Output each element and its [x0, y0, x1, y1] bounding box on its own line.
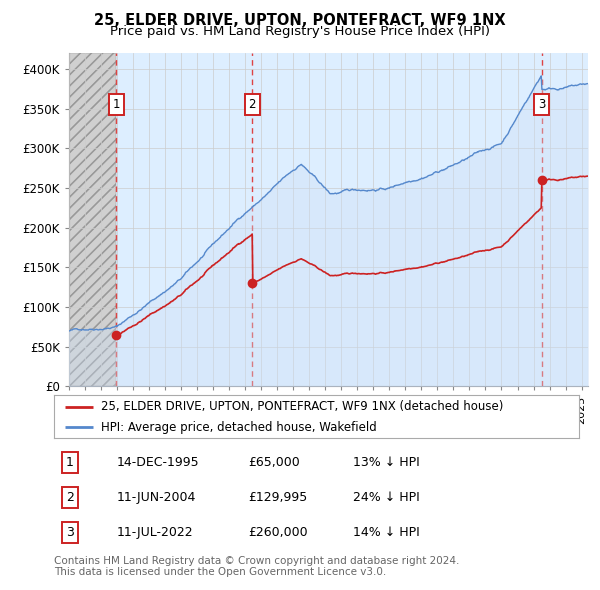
- Text: 25, ELDER DRIVE, UPTON, PONTEFRACT, WF9 1NX: 25, ELDER DRIVE, UPTON, PONTEFRACT, WF9 …: [94, 13, 506, 28]
- Text: 11-JUN-2004: 11-JUN-2004: [117, 490, 196, 504]
- Text: Price paid vs. HM Land Registry's House Price Index (HPI): Price paid vs. HM Land Registry's House …: [110, 25, 490, 38]
- Text: 2: 2: [66, 490, 74, 504]
- Text: 2: 2: [248, 99, 256, 112]
- Text: 14-DEC-1995: 14-DEC-1995: [117, 455, 200, 468]
- Text: HPI: Average price, detached house, Wakefield: HPI: Average price, detached house, Wake…: [101, 421, 377, 434]
- Text: 13% ↓ HPI: 13% ↓ HPI: [353, 455, 420, 468]
- Text: Contains HM Land Registry data © Crown copyright and database right 2024.
This d: Contains HM Land Registry data © Crown c…: [54, 556, 460, 578]
- Text: 11-JUL-2022: 11-JUL-2022: [117, 526, 194, 539]
- Text: 1: 1: [113, 99, 120, 112]
- Text: 3: 3: [66, 526, 74, 539]
- Text: 25, ELDER DRIVE, UPTON, PONTEFRACT, WF9 1NX (detached house): 25, ELDER DRIVE, UPTON, PONTEFRACT, WF9 …: [101, 400, 503, 413]
- Text: 1: 1: [66, 455, 74, 468]
- Bar: [69, 53, 116, 386]
- Text: £129,995: £129,995: [248, 490, 308, 504]
- Text: 3: 3: [538, 99, 545, 112]
- Text: 14% ↓ HPI: 14% ↓ HPI: [353, 526, 420, 539]
- Text: £260,000: £260,000: [248, 526, 308, 539]
- Text: 24% ↓ HPI: 24% ↓ HPI: [353, 490, 420, 504]
- Text: £65,000: £65,000: [248, 455, 300, 468]
- Bar: [69, 53, 116, 386]
